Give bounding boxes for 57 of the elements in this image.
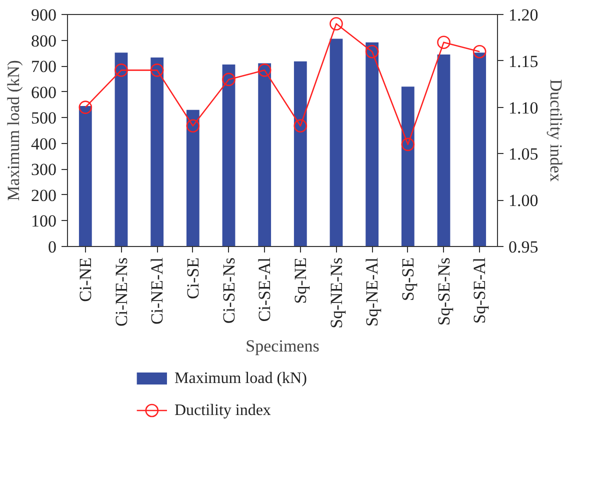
legend-label: Maximum load (kN) <box>174 370 307 387</box>
bar <box>114 52 128 246</box>
point <box>78 100 92 114</box>
legend-label: Ductility index <box>174 402 271 419</box>
bar <box>401 86 414 246</box>
bar <box>437 54 450 246</box>
y2-tick-label: 1.00 <box>508 191 538 210</box>
bar <box>258 63 272 246</box>
bar <box>186 110 200 246</box>
x-tick-label: Sq-NE <box>290 257 310 304</box>
x-tick-label: Ci-SE-Ns <box>219 257 238 324</box>
bar <box>294 61 307 246</box>
point <box>258 64 272 77</box>
y-tick-label: 700 <box>31 57 56 76</box>
y-tick-label: 100 <box>31 212 56 231</box>
point <box>114 64 128 77</box>
y-tick-label: 400 <box>31 134 56 154</box>
point <box>150 64 164 77</box>
y-tick-label: 500 <box>31 108 56 128</box>
x-tick-label: Ci-SE-Al <box>255 257 274 322</box>
point <box>330 17 343 30</box>
y2-tick-label: 1.15 <box>508 52 538 71</box>
x-tick-label: Sq-SE-Al <box>470 257 490 324</box>
point <box>401 138 415 152</box>
x-tick-label: Ci-SE <box>183 258 202 300</box>
x-tick-label: Sq-SE-Ns <box>434 257 454 326</box>
bar <box>150 58 164 246</box>
point <box>365 44 379 58</box>
y-axis-title: Maximum load (kN) <box>4 60 23 201</box>
y-tick-label: 0 <box>48 238 56 256</box>
bar <box>330 38 343 246</box>
point <box>294 119 308 132</box>
y-tick-label: 300 <box>31 160 56 180</box>
x-tick-label: Sq-NE-Al <box>362 257 382 326</box>
bar <box>222 64 236 246</box>
point <box>186 119 200 132</box>
y2-tick-label: 1.10 <box>508 98 538 118</box>
x-tick-label: Sq-NE-Ns <box>326 257 346 328</box>
y-tick-label: 800 <box>31 31 56 50</box>
y-tick-label: 600 <box>31 82 56 102</box>
y2-tick-label: 0.95 <box>508 238 538 256</box>
x-tick-label: Sq-SE <box>398 257 418 301</box>
point <box>437 36 450 49</box>
y2-tick-label: 1.20 <box>508 6 538 24</box>
y2-axis-title: Ductility index <box>546 79 566 182</box>
point <box>222 72 236 86</box>
x-tick-label: Ci-NE <box>76 257 95 302</box>
bar <box>78 106 92 246</box>
y-tick-label: 900 <box>31 6 56 24</box>
bar <box>366 42 379 246</box>
x-axis-title: Specimens <box>246 336 320 356</box>
x-tick-label: Ci-NE-Ns <box>112 257 131 326</box>
x-tick-label: Ci-NE-Al <box>148 257 167 325</box>
point <box>472 44 486 58</box>
y-tick-label: 200 <box>31 186 56 205</box>
y2-tick-label: 1.05 <box>508 144 538 164</box>
bar <box>473 52 486 246</box>
